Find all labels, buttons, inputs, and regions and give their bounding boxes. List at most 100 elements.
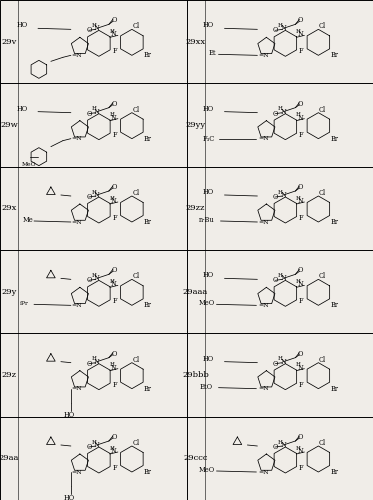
Text: Br: Br (144, 302, 152, 310)
Text: 29ccc: 29ccc (183, 454, 208, 462)
Text: N: N (280, 191, 286, 199)
Text: H: H (278, 440, 283, 444)
Text: MeO: MeO (22, 162, 36, 167)
Text: MeO: MeO (198, 466, 214, 474)
Text: N: N (111, 364, 117, 372)
Text: H: H (109, 362, 114, 367)
Text: H: H (91, 106, 96, 111)
Text: O: O (86, 360, 92, 368)
Text: Cl: Cl (319, 439, 326, 447)
Text: 29zz: 29zz (186, 204, 205, 212)
Text: O: O (111, 16, 117, 24)
Text: 29x: 29x (1, 204, 17, 212)
Text: Cl: Cl (319, 189, 326, 197)
Text: H: H (278, 106, 283, 111)
Text: Cl: Cl (132, 272, 140, 280)
Text: Br: Br (330, 134, 338, 142)
Text: HO: HO (203, 188, 214, 196)
Text: N: N (280, 24, 286, 32)
Text: O: O (86, 276, 92, 284)
Text: O: O (273, 193, 278, 201)
Text: N: N (94, 358, 100, 366)
Text: O: O (298, 183, 303, 191)
Text: iPr: iPr (19, 301, 28, 306)
Text: 29yy: 29yy (185, 121, 206, 129)
Text: =N: =N (258, 53, 269, 58)
Text: F: F (113, 130, 117, 138)
Text: =N: =N (72, 220, 82, 224)
Text: HO: HO (203, 272, 214, 280)
Text: H: H (296, 446, 301, 450)
Text: O: O (298, 350, 303, 358)
Text: F: F (113, 380, 117, 388)
Text: O: O (298, 16, 303, 24)
Text: MeO: MeO (198, 300, 214, 308)
Text: O: O (273, 276, 278, 284)
Text: Br: Br (144, 218, 152, 226)
Text: F: F (299, 130, 304, 138)
Text: N: N (297, 114, 303, 122)
Text: =N: =N (258, 220, 269, 224)
Text: Cl: Cl (132, 22, 140, 30)
Text: =N: =N (72, 470, 82, 474)
Text: O: O (273, 26, 278, 34)
Text: 29y: 29y (1, 288, 17, 296)
Text: F: F (113, 48, 117, 56)
Text: =N: =N (258, 136, 269, 141)
Text: =N: =N (258, 303, 269, 308)
Text: =N: =N (258, 470, 269, 474)
Text: O: O (111, 183, 117, 191)
Text: H: H (278, 273, 283, 278)
Text: O: O (273, 443, 278, 451)
Text: =N: =N (258, 386, 269, 391)
Text: O: O (86, 26, 92, 34)
Text: N: N (111, 114, 117, 122)
Text: H: H (109, 279, 114, 284)
Text: HO: HO (63, 410, 75, 418)
Text: F: F (299, 380, 304, 388)
Text: O: O (273, 360, 278, 368)
Text: Br: Br (144, 384, 152, 392)
Text: O: O (86, 110, 92, 118)
Text: O: O (86, 443, 92, 451)
Text: O: O (111, 100, 117, 108)
Text: N: N (111, 197, 117, 205)
Text: Et: Et (209, 50, 216, 58)
Text: H: H (296, 196, 301, 200)
Text: =N: =N (72, 53, 82, 58)
Text: H: H (91, 273, 96, 278)
Text: =N: =N (72, 386, 82, 391)
Text: N: N (94, 441, 100, 449)
Text: Cl: Cl (132, 439, 140, 447)
Text: N: N (280, 108, 286, 116)
Text: O: O (273, 110, 278, 118)
Text: 29w: 29w (0, 121, 18, 129)
Text: F: F (299, 214, 304, 222)
Text: H: H (91, 356, 96, 361)
Text: 29aaa: 29aaa (183, 288, 208, 296)
Text: H: H (109, 196, 114, 200)
Text: 29bbb: 29bbb (182, 371, 209, 379)
Text: H: H (91, 440, 96, 444)
Text: N: N (297, 280, 303, 288)
Text: H: H (109, 29, 114, 34)
Text: N: N (94, 108, 100, 116)
Text: N: N (280, 274, 286, 282)
Text: HO: HO (63, 494, 75, 500)
Text: H: H (91, 190, 96, 194)
Text: n-Bu: n-Bu (199, 216, 214, 224)
Text: HO: HO (203, 22, 214, 30)
Text: O: O (298, 100, 303, 108)
Text: N: N (297, 447, 303, 455)
Text: H: H (296, 29, 301, 34)
Text: Br: Br (330, 468, 338, 476)
Text: H: H (278, 356, 283, 361)
Text: Br: Br (144, 468, 152, 476)
Text: Cl: Cl (132, 356, 140, 364)
Text: F: F (299, 298, 304, 306)
Text: N: N (111, 30, 117, 38)
Text: H: H (91, 23, 96, 28)
Text: F: F (113, 298, 117, 306)
Text: F: F (299, 464, 304, 472)
Text: N: N (280, 441, 286, 449)
